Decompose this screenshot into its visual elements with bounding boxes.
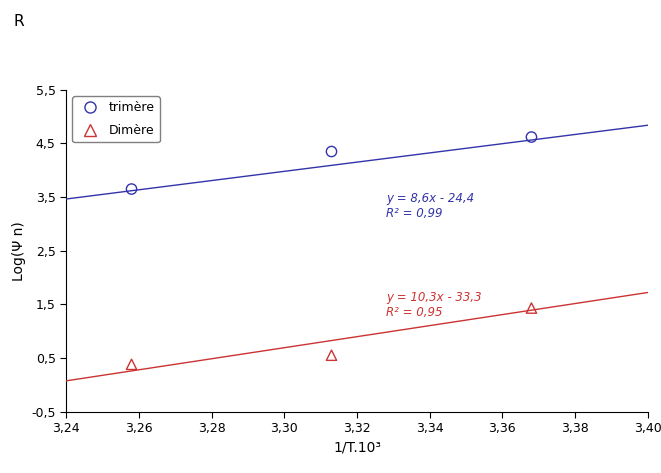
Text: R: R xyxy=(13,14,24,29)
Point xyxy=(526,304,537,312)
Point xyxy=(126,185,137,193)
Point xyxy=(526,133,537,141)
Legend: trimère, Dimère: trimère, Dimère xyxy=(72,96,159,142)
Y-axis label: Log(Ψ n): Log(Ψ n) xyxy=(12,221,26,280)
Text: y = 8,6x - 24,4
R² = 0,99: y = 8,6x - 24,4 R² = 0,99 xyxy=(386,192,474,220)
Point xyxy=(327,148,337,155)
Text: y = 10,3x - 33,3
R² = 0,95: y = 10,3x - 33,3 R² = 0,95 xyxy=(386,291,482,319)
Point xyxy=(126,360,137,368)
X-axis label: 1/T.10³: 1/T.10³ xyxy=(333,440,381,455)
Point xyxy=(327,351,337,359)
